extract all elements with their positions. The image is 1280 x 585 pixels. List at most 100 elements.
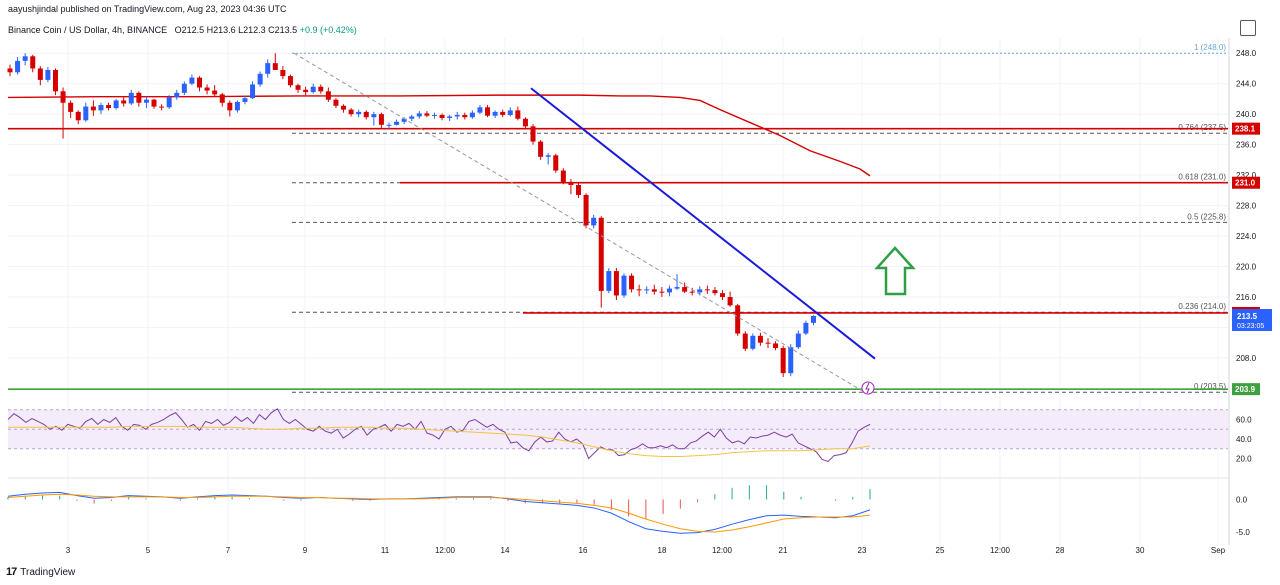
time-tick-label: Sep [1211,546,1226,555]
time-tick-label: 11 [381,546,390,555]
candle-body [219,94,225,103]
candle-body [378,114,384,125]
chart-grid [8,38,1230,545]
current-price-label: 213.5 [1237,312,1258,321]
candle-body [666,288,672,293]
candle-body [712,290,718,294]
candle-body [113,100,119,109]
macd-tick-label: 0.0 [1236,496,1248,505]
candle-body [583,194,589,226]
fibonacci-level-label: 0.5 (225.8) [1187,212,1226,221]
candle-body [795,333,801,348]
candle-body [727,296,733,306]
publish-info: aayushjindal published on TradingView.co… [8,4,287,14]
price-badge [1232,122,1260,135]
time-tick-label: 12:00 [712,546,733,555]
price-badge [1232,176,1260,189]
candle-body [197,77,202,88]
countdown-label: 03:23:05 [1237,323,1264,330]
price-tick-label: 240.0 [1236,110,1257,119]
candle-body [591,217,597,226]
symbol-info: Binance Coin / US Dollar, 4h, BINANCE O2… [8,25,357,35]
candle-body [788,347,794,374]
fibonacci-level-label: 0 (203.5) [1194,382,1226,391]
candle-body [720,293,726,297]
price-badge-label: 231.0 [1235,179,1256,188]
rsi-line [7,408,871,462]
fibonacci-level-label: 0.236 (214.0) [1178,302,1226,311]
candle-body [773,343,779,349]
time-tick-label: 7 [226,546,231,555]
candle-body [287,76,293,86]
fibonacci-levels: 1 (248.0) 0.764 (237.5) 0.618 (231.0) 0.5 (… [8,43,1228,393]
candle-body [227,102,233,111]
candle-body [257,73,263,85]
time-tick-label: 21 [779,546,788,555]
candle-body [576,185,581,195]
time-tick-label: 5 [146,546,151,555]
candlesticks [7,53,816,377]
candle-body [416,113,422,117]
candle-body [538,141,544,157]
symbol-name: Binance Coin / US Dollar, 4h, BINANCE [8,25,168,35]
candle-body [121,100,127,104]
time-tick-label: 12:00 [435,546,456,555]
candle-body [265,63,271,74]
candle-body [697,289,703,293]
fibonacci-level-label: 0.618 (231.0) [1178,173,1226,182]
candle-body [810,316,816,323]
bearish-trend-line [530,87,876,360]
lightning-icon [865,382,870,394]
sma-line [7,94,871,177]
candle-body [674,287,680,289]
candle-body [159,106,165,108]
candle-body [462,114,468,118]
candle-body [37,68,43,80]
candle-body [598,217,604,291]
candle-body [348,109,354,115]
alert-icon [861,381,875,395]
candle-body [280,69,286,77]
candle-body [568,181,574,186]
ohlc-values: O212.5 H213.6 L212.3 C213.5 [174,25,298,35]
candle-body [75,111,81,121]
candle-body [682,287,688,292]
candle-body [151,99,157,107]
candle-body [204,87,210,91]
candle-body [689,291,695,293]
candle-body [250,84,256,99]
rsi-tick-label: 20.0 [1236,455,1252,464]
candle-body [371,114,377,118]
candle-body [613,271,619,296]
candle-body [522,118,528,127]
price-badge-label: 203.9 [1235,385,1256,394]
candle-body [303,89,309,93]
time-tick-label: 23 [858,546,867,555]
settings-button[interactable] [1240,20,1256,36]
candle-body [189,77,195,84]
candle-body [704,289,710,291]
candle-body [629,275,635,290]
candle-body [52,69,58,92]
price-tick-label: 236.0 [1236,141,1257,150]
candle-body [401,118,407,122]
candle-body [30,56,36,69]
candle-body [106,105,112,109]
candle-body [545,155,551,157]
candle-body [644,289,650,291]
candle-body [803,322,809,334]
footer-brand: 17 TradingView [6,566,75,578]
candle-body [560,170,566,182]
price-tick-label: 232.0 [1236,171,1257,180]
candle-body [60,91,66,103]
fibonacci-level-label: 1 (248.0) [1194,43,1226,52]
candle-body [333,99,339,106]
price-badge-label: 238.1 [1235,125,1256,134]
rsi-tick-label: 60.0 [1236,416,1252,425]
candle-body [659,291,665,293]
candle-body [310,86,316,93]
brand-name: TradingView [20,566,76,578]
price-tick-label: 220.0 [1236,263,1257,272]
candle-body [234,101,240,111]
